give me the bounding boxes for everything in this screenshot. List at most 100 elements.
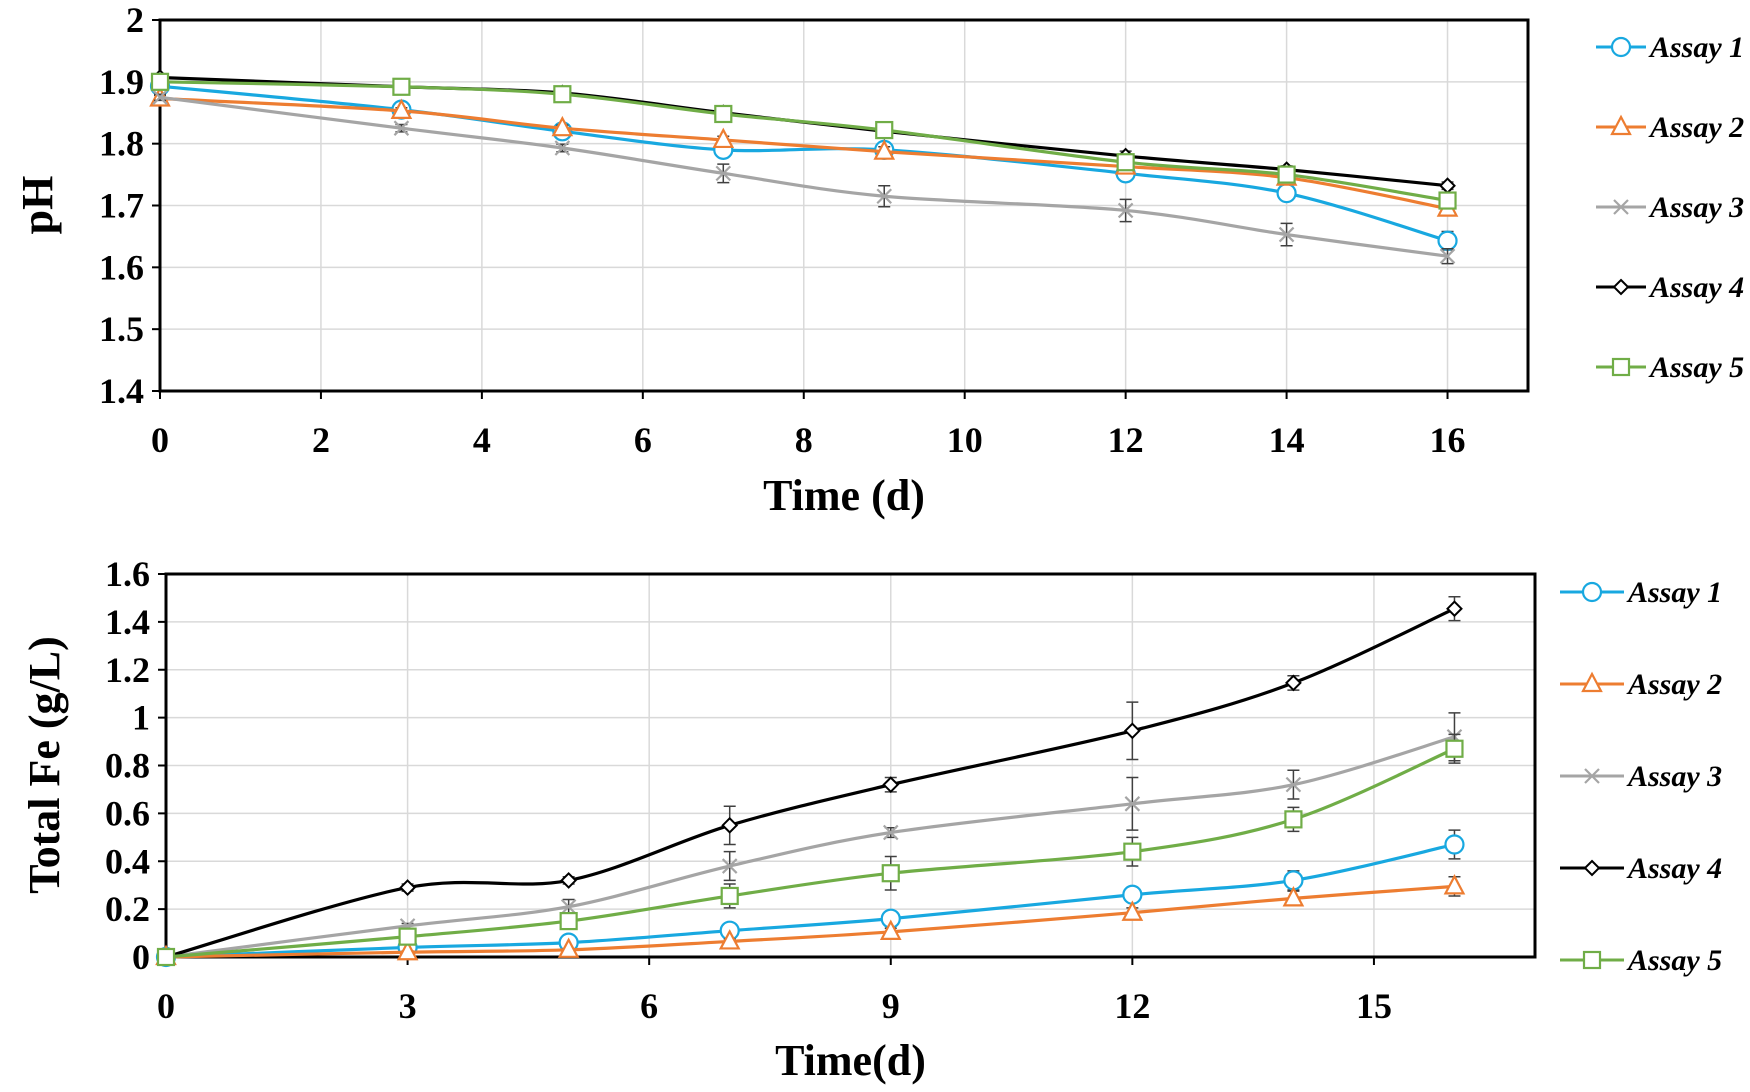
data-point [1282,886,1305,907]
series-assay-3 [152,89,1456,265]
legend-entry: Assay 3 [1560,760,1722,793]
data-point [881,864,900,883]
legend-entry: Assay 4 [1596,271,1744,304]
y-tick-label: 0.4 [105,841,150,881]
legend-label: Assay 2 [1648,111,1744,144]
data-point [1284,810,1303,829]
data-point [1117,202,1134,219]
data-point [1276,183,1297,204]
x-tick-label: 6 [640,986,658,1026]
data-point [557,937,580,958]
chart-fe: 0 3 6 9 12 15 0 0.2 0.4 0.6 0.8 1 1.2 1.4 1.6 Time(d) To… [20,554,1722,1085]
data-point [714,104,733,124]
data-point [1123,842,1142,861]
data-point [1443,874,1466,895]
x-tick-label: 6 [634,420,652,460]
legend-entry: Assay 2 [1596,111,1744,144]
data-point [1439,248,1456,264]
y-tick-label: 2 [126,0,144,40]
data-point [1124,796,1141,812]
legend-marker [1610,36,1632,58]
data-point [721,816,739,834]
legend-label: Assay 4 [1648,271,1744,304]
legend-marker [1611,357,1631,377]
chart-ph: 0 2 4 6 8 10 12 14 16 1.4 1.5 1.6 1.7 1.8 1.9 2 Time (d)… [13,0,1744,520]
x-tick-label: 0 [157,986,175,1026]
x-tick-label: 12 [1114,986,1150,1026]
y-axis-title: pH [13,176,62,235]
data-point [393,120,410,136]
data-point [156,947,176,967]
data-point [399,879,417,896]
data-point [551,115,574,137]
y-tick-label: 1.4 [99,371,144,411]
data-point [398,927,417,946]
x-tick-label: 4 [473,420,491,460]
data-point [1284,674,1302,692]
series-assay-5 [156,733,1464,967]
legend-entry: Assay 1 [1596,31,1744,64]
legend-entry: Assay 5 [1560,944,1722,977]
legend-entry: Assay 2 [1560,668,1722,701]
data-point [396,939,419,961]
legend-marker [1612,278,1630,296]
y-tick-label: 1.9 [99,62,144,102]
x-tick-label: 14 [1269,420,1305,460]
data-point [1438,191,1457,210]
legend-marker [1583,859,1601,877]
legend-label: Assay 2 [1626,668,1722,701]
data-point [559,911,578,931]
data-point [1277,165,1296,184]
data-point [152,89,168,106]
y-tick-label: 1.6 [99,247,144,287]
series-assay-5 [150,72,1457,210]
data-point [150,72,170,91]
y-tick-label: 1.4 [105,602,150,642]
data-point [1444,834,1465,855]
x-tick-label: 15 [1356,986,1392,1026]
y-tick-label: 1.2 [105,650,150,690]
legend-marker [1582,950,1602,970]
x-tick-label: 9 [882,986,900,1026]
y-tick-label: 0.6 [105,793,150,833]
x-tick-label: 0 [151,420,169,460]
legend-marker [1610,114,1632,136]
data-point [720,886,739,906]
data-point [560,871,578,889]
data-point [875,120,894,140]
y-tick-label: 0.2 [105,889,150,929]
data-point [1121,900,1144,921]
data-point [553,85,572,104]
y-tick-label: 1.6 [105,554,150,594]
data-point [873,139,896,160]
y-tick-label: 1 [132,698,150,738]
data-point [554,140,571,156]
data-point [1437,230,1458,251]
x-axis-title: Time (d) [763,471,925,520]
data-point [882,824,899,841]
data-point [721,858,738,874]
legend-label: Assay 1 [1626,576,1722,609]
data-point [1285,776,1302,793]
legend-label: Assay 5 [1626,944,1722,977]
legend-marker [1581,581,1603,603]
data-point [390,98,413,119]
x-tick-label: 2 [312,420,330,460]
series-assay-2 [155,874,1466,966]
data-point [1116,153,1135,172]
legend-label: Assay 5 [1648,351,1744,384]
data-point [876,188,893,205]
legend-label: Assay 1 [1648,31,1744,64]
y-tick-label: 0 [132,937,150,977]
y-tick-label: 1.5 [99,309,144,349]
x-tick-label: 8 [795,420,813,460]
x-axis-title: Time(d) [775,1036,926,1085]
data-point [715,165,732,182]
data-point [560,898,577,915]
data-point [1123,722,1141,740]
legend-marker [1581,671,1603,693]
data-point [392,77,411,96]
legend-entry: Assay 3 [1596,191,1744,224]
y-tick-label: 1.7 [99,186,144,226]
